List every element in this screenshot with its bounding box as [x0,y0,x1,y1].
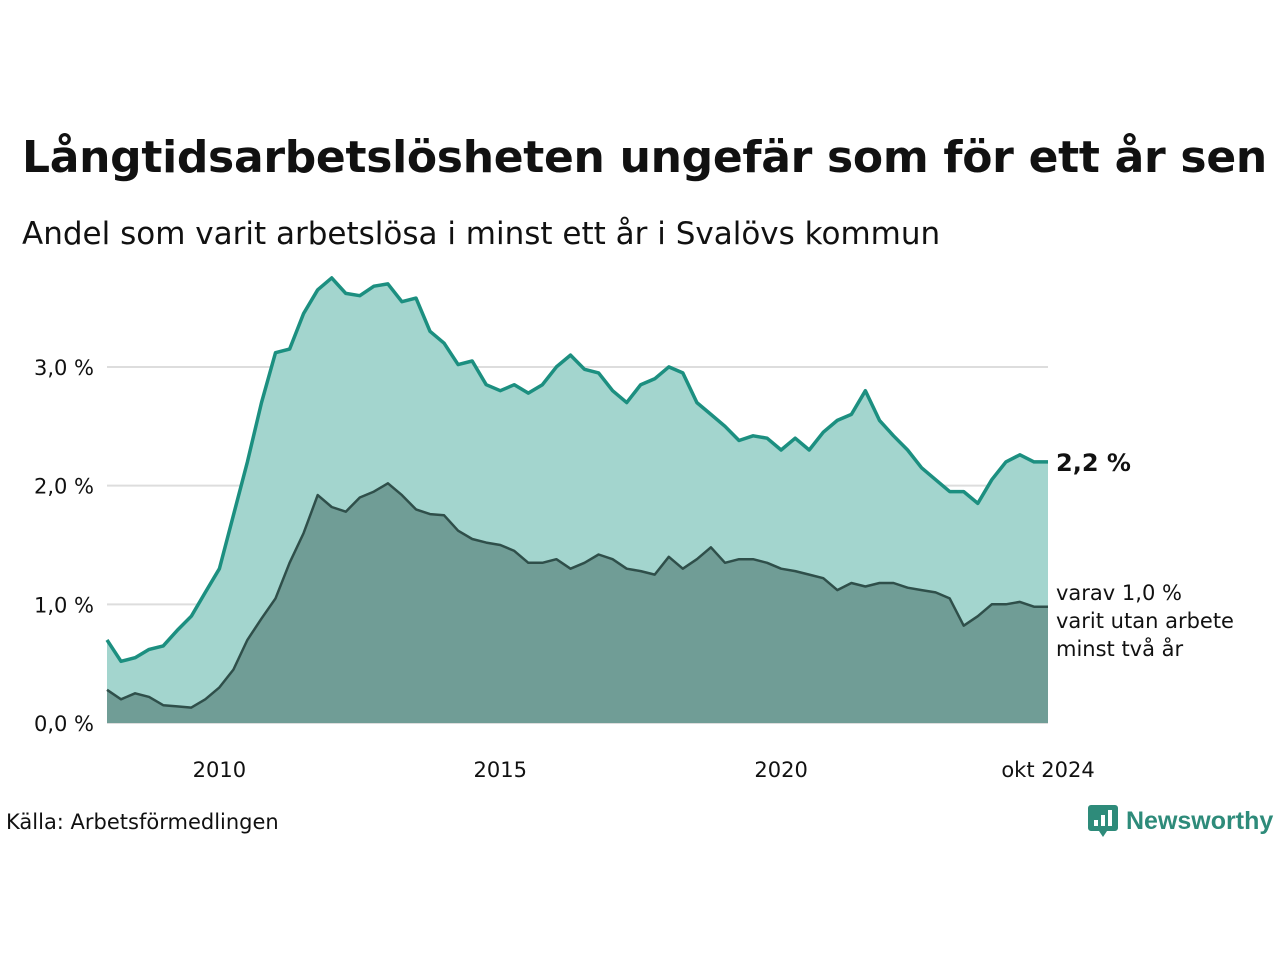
area-sub-two-years [107,483,1048,723]
x-tick-label: 2020 [754,758,807,782]
y-tick-label: 0,0 % [34,712,94,736]
x-tick-label: 2015 [474,758,527,782]
y-tick-label: 3,0 % [34,356,94,380]
x-tick-label: okt 2024 [1001,758,1094,782]
chart-title: Långtidsarbetslösheten ungefär som för e… [22,132,1267,183]
y-axis-ticks: 0,0 % 1,0 % 2,0 % 3,0 % [34,356,94,736]
source-note: Källa: Arbetsförmedlingen [6,810,279,834]
sub-label-line: minst två år [1056,636,1184,661]
x-tick-label: 2010 [193,758,246,782]
chart-subtitle: Andel som varit arbetslösa i minst ett å… [22,216,941,252]
sub-label-line: varit utan arbete [1056,609,1234,633]
newsworthy-logo: Newsworthy [1088,803,1273,839]
logo-text: Newsworthy [1126,806,1274,835]
last-value-label: 2,2 % [1056,449,1131,477]
bar-chart-speech-bubble-icon [1088,805,1118,837]
sub-label-line: varav 1,0 % [1056,581,1182,605]
line-main-long-term [105,276,1048,664]
y-tick-label: 2,0 % [34,475,94,499]
sub-series-label: varav 1,0 % varit utan arbete minst två år [1056,581,1234,661]
line-sub-two-years [106,482,1048,709]
y-tick-label: 1,0 % [34,593,94,617]
x-axis-ticks: 2010 2015 2020 okt 2024 [193,758,1095,782]
